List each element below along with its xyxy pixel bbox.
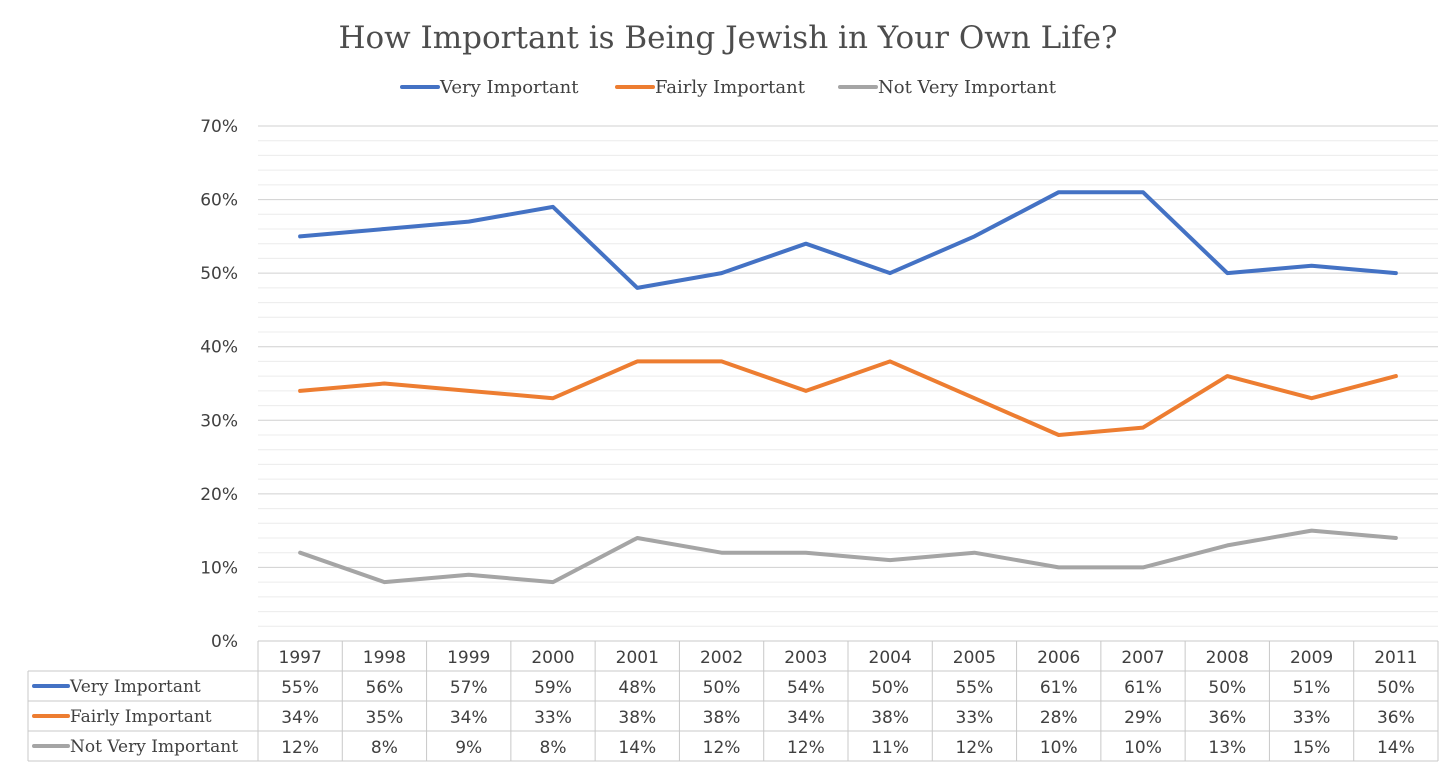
data-label: 28% [1040, 708, 1078, 728]
data-label: 33% [1293, 708, 1331, 728]
x-tick-label: 1997 [279, 648, 322, 668]
x-tick-label: 2002 [700, 648, 743, 668]
x-tick-label: 2009 [1290, 648, 1333, 668]
legend-label: Fairly Important [655, 77, 806, 98]
data-label: 38% [703, 708, 741, 728]
x-tick-label: 1998 [363, 648, 406, 668]
x-tick-label: 2001 [616, 648, 659, 668]
y-tick-label: 10% [200, 558, 238, 578]
x-tick-label: 2008 [1206, 648, 1249, 668]
data-label: 34% [787, 708, 825, 728]
data-label: 59% [534, 678, 572, 698]
y-tick-label: 40% [200, 338, 238, 358]
data-label: 14% [1377, 738, 1415, 758]
x-tick-label: 2011 [1374, 648, 1417, 668]
data-label: 38% [871, 708, 909, 728]
y-axis: 0% 10% 20% 30% 40% 50% 60% 70% [200, 117, 238, 652]
y-tick-label: 70% [200, 117, 238, 137]
y-tick-label: 20% [200, 485, 238, 505]
table-row-label: Fairly Important [70, 707, 212, 727]
series-lines [298, 190, 1398, 585]
data-label: 15% [1293, 738, 1331, 758]
legend-item: Fairly Important [615, 77, 806, 98]
y-tick-label: 0% [211, 632, 238, 652]
data-label: 12% [703, 738, 741, 758]
x-tick-label: 2003 [784, 648, 827, 668]
table-row-label: Not Very Important [70, 737, 238, 757]
series-line-not-very-important [298, 528, 1398, 585]
legend-item: Very Important [400, 77, 579, 98]
data-label: 11% [871, 738, 909, 758]
data-label: 33% [534, 708, 572, 728]
data-label: 8% [540, 738, 567, 758]
x-tick-label: 1999 [447, 648, 490, 668]
y-tick-label: 30% [200, 411, 238, 431]
data-label: 34% [450, 708, 488, 728]
data-label: 12% [956, 738, 994, 758]
data-label: 12% [787, 738, 825, 758]
legend: Very Important Fairly Important Not Very I… [400, 77, 1057, 98]
data-label: 55% [956, 678, 994, 698]
data-label: 10% [1124, 738, 1162, 758]
data-label: 13% [1208, 738, 1246, 758]
legend-item: Not Very Important [838, 77, 1057, 98]
x-tick-label: 2005 [953, 648, 996, 668]
gridlines [258, 125, 1438, 627]
data-label: 54% [787, 678, 825, 698]
series-line-fairly-important [298, 359, 1398, 437]
data-label: 61% [1124, 678, 1162, 698]
data-label: 34% [281, 708, 319, 728]
legend-label: Not Very Important [878, 77, 1057, 98]
data-label: 14% [618, 738, 656, 758]
data-label: 12% [281, 738, 319, 758]
table-row-label: Very Important [69, 677, 201, 697]
data-label: 36% [1208, 708, 1246, 728]
data-label: 50% [871, 678, 909, 698]
legend-label: Very Important [439, 77, 579, 98]
x-tick-label: 2006 [1037, 648, 1080, 668]
data-label: 10% [1040, 738, 1078, 758]
data-label: 8% [371, 738, 398, 758]
data-label: 29% [1124, 708, 1162, 728]
data-label: 55% [281, 678, 319, 698]
x-tick-label: 2000 [531, 648, 574, 668]
data-label: 36% [1377, 708, 1415, 728]
data-label: 9% [455, 738, 482, 758]
x-tick-label: 2004 [869, 648, 912, 668]
data-label: 51% [1293, 678, 1331, 698]
data-label: 48% [618, 678, 656, 698]
series-line-very-important [298, 190, 1398, 290]
data-label: 61% [1040, 678, 1078, 698]
data-label: 33% [956, 708, 994, 728]
data-label: 56% [366, 678, 404, 698]
data-label: 50% [703, 678, 741, 698]
data-label: 57% [450, 678, 488, 698]
data-label: 50% [1377, 678, 1415, 698]
y-tick-label: 60% [200, 191, 238, 211]
data-label: 38% [618, 708, 656, 728]
data-label: 35% [366, 708, 404, 728]
data-table: 1997 1998 1999 2000 2001 2002 2003 2004 2005 2006… [27, 640, 1439, 762]
data-label: 50% [1208, 678, 1246, 698]
chart-title: How Important is Being Jewish in Your Ow… [338, 20, 1117, 56]
y-tick-label: 50% [200, 264, 238, 284]
x-tick-label: 2007 [1121, 648, 1164, 668]
